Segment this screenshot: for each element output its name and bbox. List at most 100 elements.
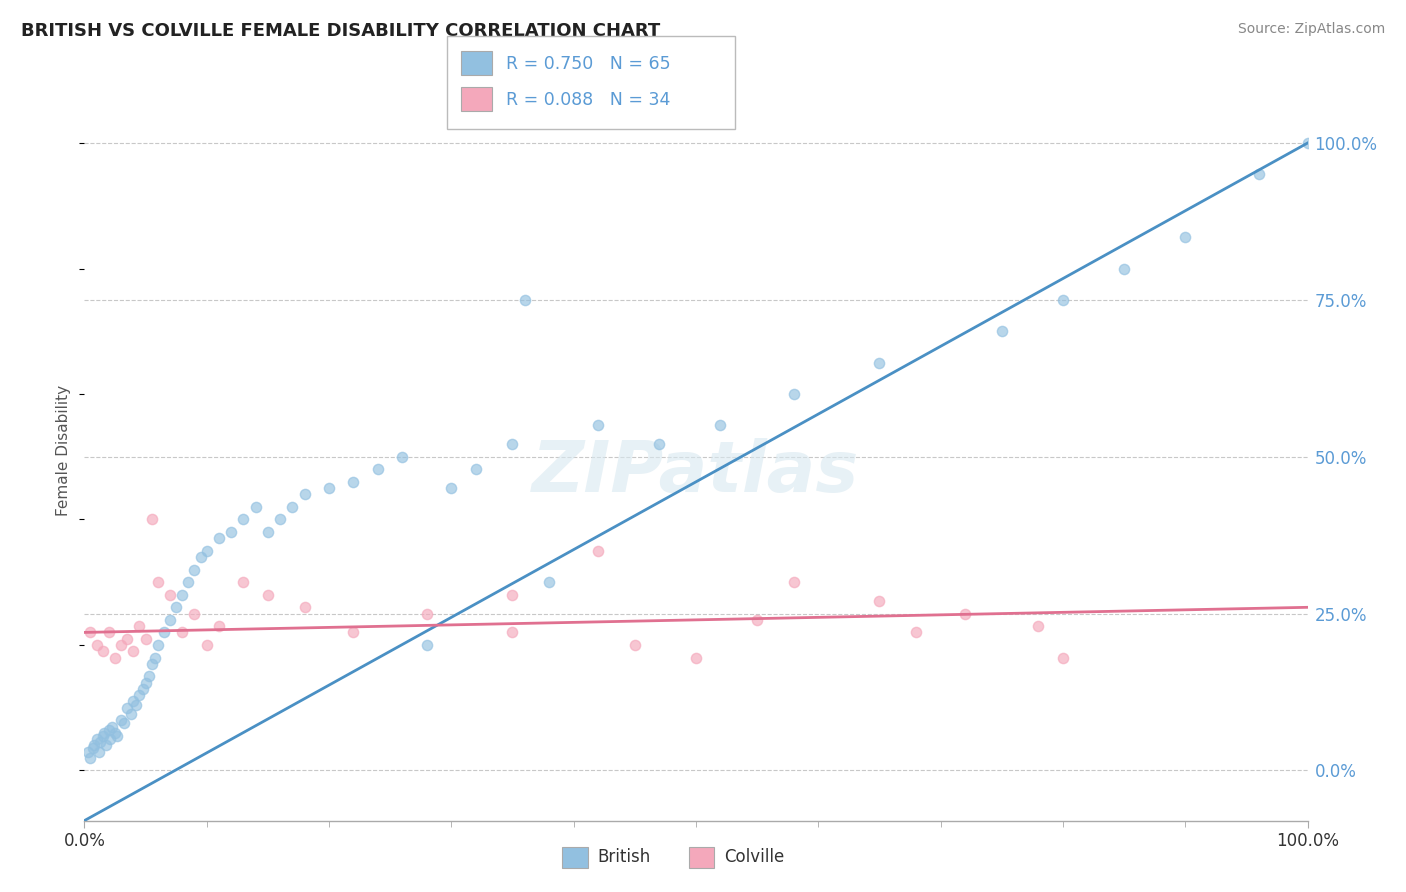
Point xyxy=(195,544,218,558)
Text: British: British xyxy=(598,848,651,866)
Point xyxy=(96,739,118,753)
Point xyxy=(104,650,127,665)
Point xyxy=(538,575,561,590)
Point xyxy=(783,387,806,401)
Point xyxy=(783,575,806,590)
Point xyxy=(146,638,169,652)
Point xyxy=(232,512,254,526)
Point xyxy=(869,356,891,370)
Point xyxy=(1296,136,1319,150)
Point xyxy=(747,613,769,627)
Text: Source: ZipAtlas.com: Source: ZipAtlas.com xyxy=(1237,22,1385,37)
Point xyxy=(112,716,135,731)
Point xyxy=(105,729,128,743)
Point xyxy=(77,745,100,759)
Point xyxy=(120,706,142,721)
Point xyxy=(1028,619,1050,633)
Point xyxy=(502,437,524,451)
Point xyxy=(416,607,439,621)
Point xyxy=(440,481,463,495)
Point xyxy=(281,500,304,514)
Point xyxy=(101,719,124,733)
Point xyxy=(294,600,316,615)
Point xyxy=(128,619,150,633)
Text: R = 0.750   N = 65: R = 0.750 N = 65 xyxy=(506,55,671,73)
Point xyxy=(257,588,280,602)
Point xyxy=(125,698,148,712)
Text: ZIPatlas: ZIPatlas xyxy=(533,438,859,508)
Point xyxy=(159,613,181,627)
Text: R = 0.088   N = 34: R = 0.088 N = 34 xyxy=(506,91,671,109)
Point xyxy=(82,741,104,756)
Point xyxy=(269,512,291,526)
Point xyxy=(86,638,108,652)
Point xyxy=(195,638,218,652)
Point xyxy=(219,524,242,539)
Point xyxy=(89,735,111,749)
Point xyxy=(294,487,316,501)
Point xyxy=(257,524,280,539)
Point xyxy=(98,732,121,747)
Point xyxy=(391,450,413,464)
Point xyxy=(93,726,115,740)
Point xyxy=(91,729,114,743)
Point xyxy=(141,512,163,526)
Point xyxy=(709,418,731,433)
Point xyxy=(87,745,110,759)
Point xyxy=(122,694,145,708)
Point xyxy=(110,638,132,652)
Point xyxy=(869,594,891,608)
Point xyxy=(86,732,108,747)
Point xyxy=(1174,230,1197,244)
Point xyxy=(183,563,205,577)
Point xyxy=(165,600,187,615)
Point xyxy=(141,657,163,671)
Point xyxy=(172,625,194,640)
Point xyxy=(1114,261,1136,276)
Point xyxy=(905,625,928,640)
Point xyxy=(143,650,166,665)
Point xyxy=(245,500,267,514)
Point xyxy=(132,681,155,696)
Point xyxy=(232,575,254,590)
Point xyxy=(586,544,609,558)
Point xyxy=(1052,293,1074,307)
Point xyxy=(79,625,101,640)
Point xyxy=(177,575,200,590)
Point xyxy=(624,638,647,652)
Point xyxy=(648,437,671,451)
Point xyxy=(342,475,364,489)
Point xyxy=(138,669,160,683)
Point xyxy=(104,726,127,740)
Point xyxy=(153,625,176,640)
Text: Colville: Colville xyxy=(724,848,785,866)
Point xyxy=(208,531,231,545)
Point xyxy=(97,625,120,640)
Point xyxy=(208,619,231,633)
Point xyxy=(128,688,150,702)
Point xyxy=(83,739,105,753)
Point xyxy=(115,700,138,714)
Point xyxy=(146,575,169,590)
Point xyxy=(586,418,609,433)
Point xyxy=(685,650,707,665)
Point xyxy=(135,675,157,690)
Point xyxy=(464,462,486,476)
Point xyxy=(115,632,138,646)
Point xyxy=(97,723,120,737)
Point xyxy=(342,625,364,640)
Point xyxy=(122,644,145,658)
Point xyxy=(416,638,439,652)
Point xyxy=(183,607,205,621)
Point xyxy=(502,625,524,640)
Point xyxy=(502,588,524,602)
Point xyxy=(367,462,389,476)
Point xyxy=(79,751,101,765)
Point xyxy=(172,588,194,602)
Y-axis label: Female Disability: Female Disability xyxy=(56,384,72,516)
Point xyxy=(1247,168,1270,182)
Point xyxy=(159,588,181,602)
Point xyxy=(513,293,536,307)
Point xyxy=(318,481,340,495)
Point xyxy=(190,550,212,565)
